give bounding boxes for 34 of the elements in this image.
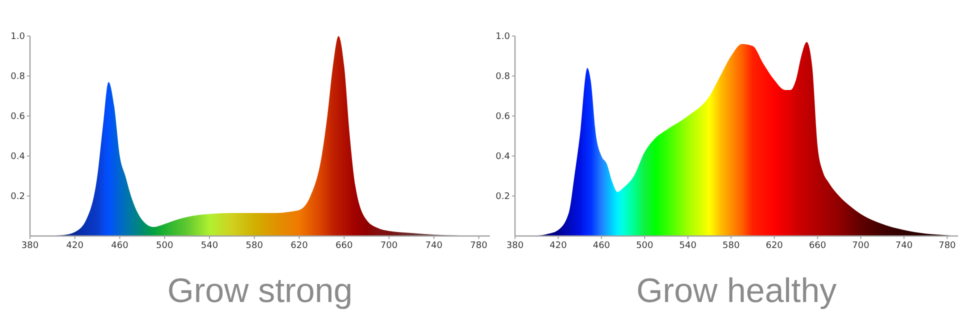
y-tick-label: 0.2	[10, 192, 25, 202]
x-tick-label: 460	[592, 241, 610, 251]
x-tick-label: 660	[808, 241, 826, 251]
y-tick-label: 0.8	[10, 72, 26, 82]
x-tick-label: 780	[938, 241, 956, 251]
x-tick-label: 580	[246, 241, 264, 251]
y-tick-label: 0.2	[496, 192, 510, 202]
x-tick-label: 380	[506, 241, 524, 251]
x-tick-label: 660	[336, 241, 354, 251]
x-tick-label: 700	[852, 241, 870, 251]
text: Grow healthy	[636, 272, 837, 310]
y-tick-label: 0.4	[496, 152, 510, 162]
x-tick-label: 700	[380, 241, 398, 251]
x-tick-label: 740	[895, 241, 913, 251]
x-tick-label: 620	[766, 241, 784, 251]
x-tick-label: 420	[550, 241, 568, 251]
x-tick-label: 620	[290, 241, 308, 251]
x-tick-label: 500	[156, 241, 174, 251]
y-tick-label: 0.8	[496, 72, 510, 82]
y-tick-label: 1.0	[10, 32, 26, 42]
x-tick-label: 380	[21, 241, 39, 251]
x-tick-label: 540	[200, 241, 218, 251]
y-tick-label: 1.0	[496, 32, 510, 42]
x-tick-label: 540	[679, 241, 697, 251]
x-tick-label: 460	[111, 241, 129, 251]
y-tick-label: 0.6	[496, 112, 510, 122]
x-tick-label: 580	[722, 241, 740, 251]
x-tick-label: 500	[636, 241, 654, 251]
x-tick-label: 740	[425, 241, 443, 251]
x-tick-label: 420	[66, 241, 84, 251]
y-tick-label: 0.4	[10, 152, 26, 162]
y-tick-label: 0.6	[10, 112, 26, 122]
text: Grow strong	[167, 272, 353, 310]
x-tick-label: 780	[470, 241, 488, 251]
